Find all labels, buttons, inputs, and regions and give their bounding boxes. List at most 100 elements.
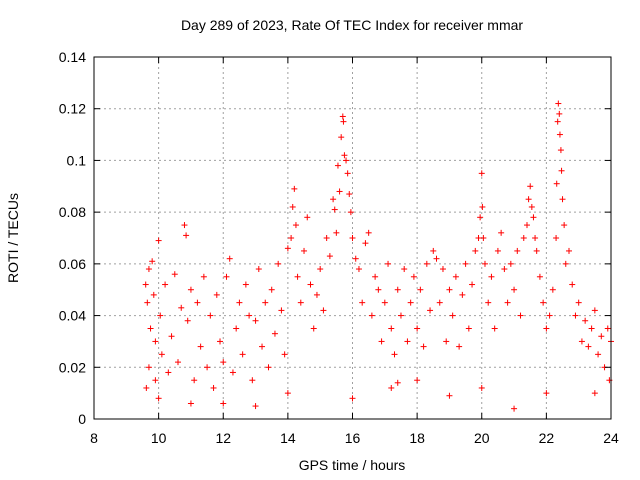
data-point	[540, 299, 547, 306]
data-point	[404, 338, 411, 345]
data-point	[289, 203, 296, 210]
data-point	[556, 131, 563, 138]
data-point	[184, 317, 191, 324]
data-point	[397, 312, 404, 319]
data-point	[292, 222, 299, 229]
data-point	[553, 180, 560, 187]
data-point	[591, 307, 598, 314]
data-point	[449, 312, 456, 319]
data-point	[155, 237, 162, 244]
data-point	[213, 291, 220, 298]
data-point	[271, 330, 278, 337]
data-point	[297, 299, 304, 306]
data-point	[307, 281, 314, 288]
data-point	[281, 351, 288, 358]
data-point	[588, 325, 595, 332]
data-point	[217, 338, 224, 345]
data-point	[498, 229, 505, 236]
data-point	[378, 338, 385, 345]
data-point	[388, 325, 395, 332]
data-point	[158, 351, 165, 358]
data-point	[183, 232, 190, 239]
data-point	[223, 273, 230, 280]
data-point	[204, 364, 211, 371]
data-point	[291, 185, 298, 192]
data-point	[359, 299, 366, 306]
data-point	[391, 351, 398, 358]
y-axis-label: ROTI / TECUs	[5, 193, 21, 283]
data-point	[561, 222, 568, 229]
data-point	[278, 307, 285, 314]
data-point	[333, 229, 340, 236]
data-point	[595, 351, 602, 358]
data-point	[323, 235, 330, 241]
y-tick-label: 0.02	[59, 359, 86, 375]
data-point	[336, 188, 343, 195]
y-tick-label: 0.1	[67, 152, 87, 168]
data-point	[178, 304, 185, 311]
data-point	[585, 343, 592, 350]
data-point	[525, 196, 532, 203]
x-tick-label: 18	[409, 430, 425, 446]
data-point	[407, 299, 414, 306]
data-point	[317, 266, 324, 273]
data-point	[207, 312, 214, 319]
data-point	[165, 369, 172, 376]
data-point	[275, 260, 282, 267]
data-point	[414, 377, 421, 384]
data-point	[480, 235, 487, 241]
data-point	[569, 281, 576, 288]
data-point	[439, 266, 446, 273]
data-point	[320, 307, 327, 314]
data-point	[340, 118, 347, 125]
data-point	[553, 235, 560, 241]
x-tick-label: 20	[474, 430, 490, 446]
data-point	[511, 286, 518, 293]
x-tick-label: 10	[151, 430, 167, 446]
data-point	[591, 390, 598, 397]
data-point	[242, 281, 249, 288]
data-point	[562, 260, 569, 267]
data-point	[514, 247, 521, 254]
data-point	[494, 247, 501, 254]
data-point	[284, 245, 291, 252]
x-tick-label: 12	[215, 430, 231, 446]
data-point	[268, 286, 275, 293]
x-tick-label: 24	[603, 430, 619, 446]
data-point	[372, 273, 379, 280]
data-point	[462, 260, 469, 267]
data-point	[265, 364, 272, 371]
data-point	[436, 299, 443, 306]
data-point	[527, 183, 534, 190]
data-point	[344, 170, 351, 177]
y-tick-label: 0.06	[59, 256, 86, 272]
data-point	[341, 152, 348, 159]
data-point	[187, 400, 194, 407]
data-point	[578, 338, 585, 345]
data-point	[491, 325, 498, 332]
data-point	[233, 325, 240, 332]
data-point	[410, 273, 417, 280]
y-tick-label: 0.04	[59, 308, 86, 324]
data-point	[310, 325, 317, 332]
data-point	[155, 395, 162, 402]
data-point	[313, 291, 320, 298]
data-point	[220, 400, 227, 407]
data-point	[582, 317, 589, 324]
data-point	[430, 247, 437, 254]
data-point	[481, 260, 488, 267]
data-point	[558, 167, 565, 174]
y-tick-label: 0.12	[59, 101, 86, 117]
data-point	[168, 333, 175, 340]
data-point	[249, 377, 256, 384]
data-point	[334, 162, 341, 169]
data-point	[381, 299, 388, 306]
data-point	[572, 312, 579, 319]
data-point	[517, 312, 524, 319]
data-point	[262, 299, 269, 306]
data-point	[349, 395, 356, 402]
data-point	[478, 384, 485, 391]
data-point	[446, 286, 453, 293]
